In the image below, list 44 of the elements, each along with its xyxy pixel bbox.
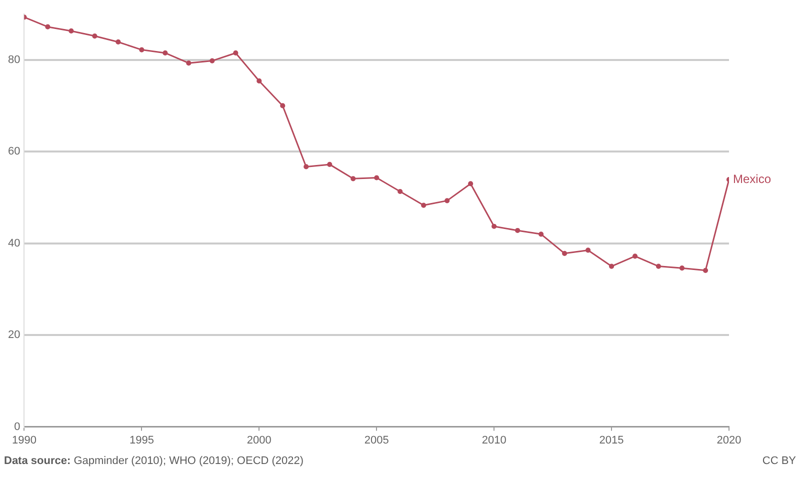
point: [116, 39, 121, 45]
point: [304, 164, 309, 170]
x-tick-label: 2015: [599, 434, 624, 446]
point: [492, 224, 497, 229]
text: CC BY: [762, 455, 796, 467]
x-tick-label: 1990: [12, 434, 36, 446]
point: [233, 50, 238, 56]
point: [186, 60, 192, 66]
y-tick-label: 0: [14, 420, 20, 433]
point: [562, 250, 568, 256]
point: [444, 198, 450, 204]
x-tick-label: 2020: [716, 434, 742, 446]
point: [327, 162, 332, 167]
point: [374, 175, 380, 180]
y-tick-label: 80: [8, 54, 20, 66]
y-tick-label: 20: [8, 329, 20, 342]
x-tick-label: 2010: [482, 434, 506, 446]
source-note: Data source: Gapminder (2010); WHO (2019); OECD (2022): [4, 455, 304, 467]
point: [92, 33, 98, 39]
point: [656, 264, 662, 269]
point: [68, 28, 74, 34]
point: [210, 58, 215, 64]
point: [162, 50, 168, 56]
point: [256, 78, 262, 84]
point: [421, 202, 426, 208]
y-tick-label: 60: [8, 146, 20, 158]
point: [585, 248, 591, 253]
point: [702, 268, 708, 273]
y-tick-label: 40: [8, 237, 20, 250]
point: [350, 176, 356, 182]
point: [398, 188, 403, 194]
point: [608, 264, 614, 269]
x-tick-label: 1995: [129, 434, 154, 446]
point: [679, 266, 685, 271]
point: [45, 24, 50, 30]
point: [632, 254, 638, 259]
point: [468, 181, 474, 186]
series-label: Mexico: [733, 172, 772, 186]
point: [515, 228, 520, 234]
point: [280, 103, 286, 108]
x-tick-label: 2005: [364, 434, 389, 446]
point: [538, 232, 544, 237]
x-tick-label: 2000: [246, 434, 272, 446]
point: [139, 47, 144, 52]
